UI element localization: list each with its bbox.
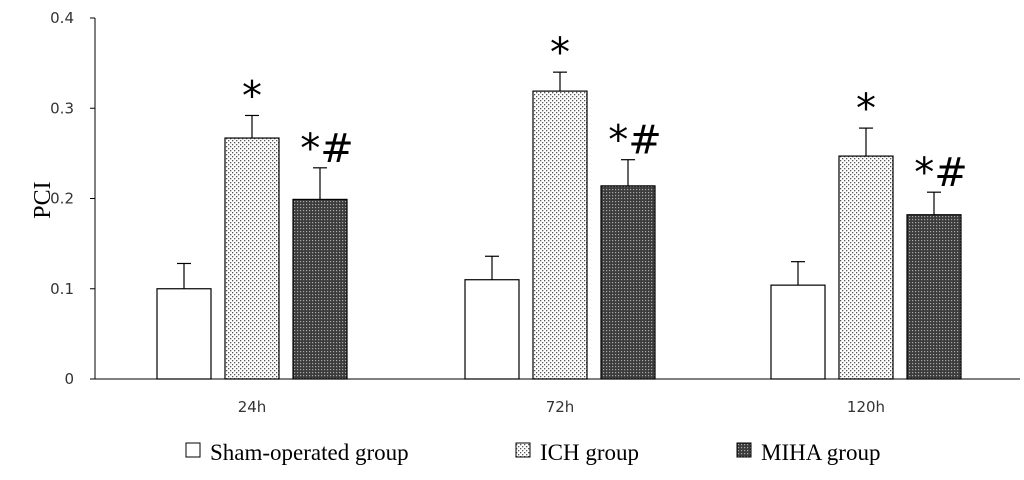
y-tick-label: 0.3 xyxy=(50,99,74,117)
y-tick-label: 0.4 xyxy=(50,9,74,27)
bar xyxy=(532,90,588,380)
x-tick-label: 120h xyxy=(847,398,885,416)
bar xyxy=(224,137,280,380)
bar xyxy=(838,155,894,380)
x-tick-label: 24h xyxy=(238,398,267,416)
error-bars xyxy=(177,71,941,289)
bar xyxy=(906,214,962,380)
bars xyxy=(156,90,962,380)
legend-label: ICH group xyxy=(540,440,639,465)
legend-swatch xyxy=(185,442,201,458)
bar xyxy=(464,279,520,380)
significance-mark: * xyxy=(550,30,570,76)
bar xyxy=(156,288,212,380)
x-tick-label: 72h xyxy=(546,398,575,416)
significance-mark: * xyxy=(242,73,262,119)
legend-swatch xyxy=(515,442,531,458)
significance-mark: *# xyxy=(914,150,968,196)
legend-swatch xyxy=(736,442,752,458)
y-tick-label: 0 xyxy=(64,370,74,388)
bar xyxy=(292,198,348,380)
y-axis-label: PCI xyxy=(30,181,56,218)
y-tick-label: 0.1 xyxy=(50,280,74,298)
bar xyxy=(770,284,826,380)
legend: Sham-operated group ICH group MIHA group xyxy=(185,440,880,465)
legend-label: MIHA group xyxy=(761,440,880,465)
significance-mark: * xyxy=(856,86,876,132)
legend-label: Sham-operated group xyxy=(210,440,409,465)
y-tick-label: 0.2 xyxy=(50,190,74,208)
bar xyxy=(600,185,656,380)
significance-mark: *# xyxy=(300,126,354,172)
significance-mark: *# xyxy=(608,118,662,164)
significance-marks: * *# * *# * *# xyxy=(242,30,968,196)
